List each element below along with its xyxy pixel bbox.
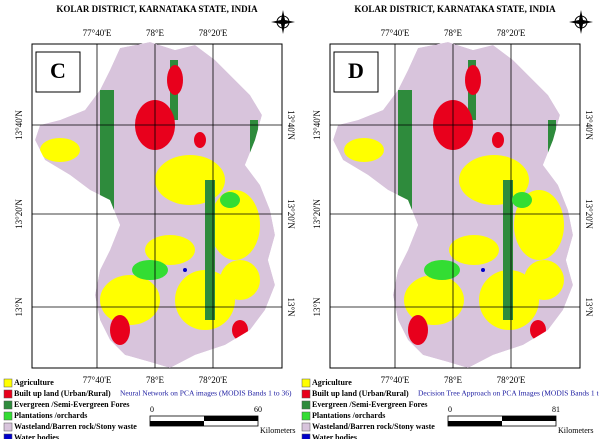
lon-label: 78°E (444, 375, 463, 385)
legend-swatch (301, 389, 311, 399)
panel-letter: C (50, 58, 66, 83)
north-arrow (569, 10, 593, 34)
legend-label: Evergreen /Semi-Evergreen Fores (312, 400, 428, 409)
legend-label: Built up land (Urban/Rural) (14, 389, 111, 398)
map-caption: Decision Tree Approach on PCA Images (MO… (418, 389, 599, 398)
lon-label: 77°40'E (381, 375, 410, 385)
forest-strip (503, 180, 513, 320)
scale-label: 0 (448, 405, 452, 414)
scale-unit: Kilometers (260, 426, 296, 435)
water-body (183, 268, 187, 272)
lat-label: 13°40'N (14, 110, 24, 140)
legend-swatch (301, 411, 311, 421)
lon-label: 78°E (146, 375, 165, 385)
legend-swatch (3, 378, 13, 388)
lon-label: 78°20'E (199, 375, 228, 385)
legend-swatch (3, 400, 13, 410)
legend-swatch (3, 433, 13, 439)
scale-label: 0 (150, 405, 154, 414)
plantation-patch (132, 260, 168, 280)
lat-label: 13°20'N (14, 199, 24, 229)
legend-label: Evergreen /Semi-Evergreen Fores (14, 400, 130, 409)
legend-label: Plantations /orchards (312, 411, 385, 420)
lon-label: 77°40'E (83, 375, 112, 385)
legend-swatch (301, 400, 311, 410)
north-star (271, 10, 295, 34)
map-title: KOLAR DISTRICT, KARNATAKA STATE, INDIA (56, 4, 258, 14)
lat-label: 13°20'N (286, 199, 296, 229)
agriculture-patch (404, 275, 464, 325)
map-panel: KOLAR DISTRICT, KARNATAKA STATE, INDIA 77… (3, 4, 296, 439)
agriculture-patch (524, 260, 564, 300)
legend-label: Water bodies (14, 433, 59, 439)
scale-label: 81 (552, 405, 560, 414)
lat-label: 13°N (312, 297, 322, 317)
scale-unit: Kilometers (558, 426, 594, 435)
legend-swatch (3, 422, 13, 432)
map-caption: Neural Network on PCA images (MODIS Band… (120, 389, 292, 398)
lat-label: 13°N (286, 297, 296, 317)
built-up-patch (492, 132, 504, 148)
built-up-patch (194, 132, 206, 148)
lat-label: 13°20'N (312, 199, 322, 229)
lat-label: 13°40'N (286, 110, 296, 140)
legend-label: Agriculture (14, 378, 54, 387)
lon-label: 78°20'E (497, 375, 526, 385)
lon-label: 77°40'E (83, 28, 112, 38)
lon-label: 78°E (444, 28, 463, 38)
legend-swatch (3, 389, 13, 399)
panel-letter-box (35, 51, 81, 93)
lat-label: 13°N (14, 297, 24, 317)
agriculture-patch (145, 235, 195, 265)
forest-strip (205, 180, 215, 320)
legend-swatch (301, 422, 311, 432)
legend-label: Agriculture (312, 378, 352, 387)
scale-bar-fill (150, 421, 204, 426)
legend-swatch (301, 433, 311, 439)
scale-label: 60 (254, 405, 262, 414)
built-up-patch (110, 315, 130, 345)
legend-label: Water bodies (312, 433, 357, 439)
plantation-patch (512, 192, 532, 208)
lat-label: 13°40'N (584, 110, 594, 140)
scale-bar-fill (204, 416, 258, 421)
lat-label: 13°40'N (312, 110, 322, 140)
legend-label: Plantations /orchards (14, 411, 87, 420)
plantation-patch (220, 192, 240, 208)
water-body (481, 268, 485, 272)
panel-letter-box (333, 51, 379, 93)
legend-label: Wasteland/Barren rock/Stony waste (312, 422, 435, 431)
legend-swatch (3, 411, 13, 421)
map-title: KOLAR DISTRICT, KARNATAKA STATE, INDIA (354, 4, 556, 14)
agriculture-patch (344, 138, 384, 162)
plantation-patch (424, 260, 460, 280)
north-star (569, 10, 593, 34)
legend-label: Built up land (Urban/Rural) (312, 389, 409, 398)
lon-label: 78°20'E (199, 28, 228, 38)
map-panel: KOLAR DISTRICT, KARNATAKA STATE, INDIA 77… (301, 4, 599, 439)
forest-strip (548, 120, 556, 160)
agriculture-patch (514, 190, 564, 260)
built-up-patch (167, 65, 183, 95)
agriculture-patch (449, 235, 499, 265)
north-arrow (271, 10, 295, 34)
lat-label: 13°N (584, 297, 594, 317)
panel-letter: D (348, 58, 364, 83)
lat-label: 13°20'N (584, 199, 594, 229)
agriculture-patch (100, 275, 160, 325)
scale-bar-fill (502, 416, 556, 421)
agriculture-patch (210, 190, 260, 260)
agriculture-patch (40, 138, 80, 162)
legend-swatch (301, 378, 311, 388)
agriculture-patch (220, 260, 260, 300)
scale-bar-fill (448, 421, 502, 426)
lon-label: 78°20'E (497, 28, 526, 38)
lon-label: 77°40'E (381, 28, 410, 38)
lon-label: 78°E (146, 28, 165, 38)
built-up-patch (408, 315, 428, 345)
forest-strip (250, 120, 258, 160)
legend-label: Wasteland/Barren rock/Stony waste (14, 422, 137, 431)
built-up-patch (465, 65, 481, 95)
